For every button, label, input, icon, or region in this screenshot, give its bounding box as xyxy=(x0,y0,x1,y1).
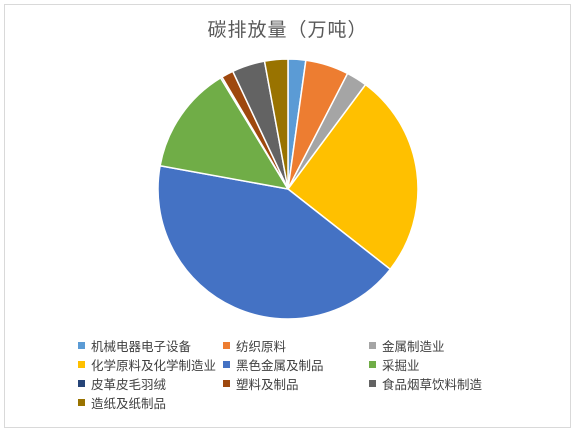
legend-label: 皮革皮毛羽绒 xyxy=(91,377,167,392)
legend-label: 黑色金属及制品 xyxy=(236,358,324,373)
legend-swatch xyxy=(369,380,376,387)
legend-swatch xyxy=(78,380,85,387)
legend-swatch xyxy=(369,361,376,368)
legend-swatch xyxy=(78,342,85,349)
pie-slice-10 xyxy=(263,58,289,190)
legend-item: 金属制造业 xyxy=(369,336,445,355)
legend-item: 纺织原料 xyxy=(223,336,286,355)
legend-label: 机械电器电子设备 xyxy=(91,339,192,354)
legend-item: 化学原料及化学制造业 xyxy=(78,355,216,374)
legend-label: 金属制造业 xyxy=(382,339,445,354)
legend-swatch xyxy=(223,380,230,387)
legend-item: 食品烟草饮料制造 xyxy=(369,374,482,393)
legend-label: 纺织原料 xyxy=(236,339,287,354)
legend-label: 食品烟草饮料制造 xyxy=(382,377,483,392)
legend-item: 采掘业 xyxy=(369,355,420,374)
pie-slice-6 xyxy=(159,76,290,191)
legend-item: 塑料及制品 xyxy=(223,374,299,393)
legend-swatch xyxy=(78,361,85,368)
legend-item: 皮革皮毛羽绒 xyxy=(78,374,166,393)
legend-swatch xyxy=(223,361,230,368)
legend-swatch xyxy=(223,342,230,349)
legend-label: 化学原料及化学制造业 xyxy=(91,358,217,373)
legend-label: 造纸及纸制品 xyxy=(91,396,167,411)
pie-slice-5 xyxy=(157,164,392,320)
legend-label: 塑料及制品 xyxy=(236,377,299,392)
legend-item: 造纸及纸制品 xyxy=(78,393,166,412)
chart-title: 碳排放量（万吨） xyxy=(207,19,368,41)
legend-swatch xyxy=(78,399,85,406)
legend-swatch xyxy=(369,342,376,349)
pie-slice-4 xyxy=(286,83,419,271)
legend-item: 黑色金属及制品 xyxy=(223,355,324,374)
legend-label: 采掘业 xyxy=(382,358,420,373)
legend-item: 机械电器电子设备 xyxy=(78,336,191,355)
